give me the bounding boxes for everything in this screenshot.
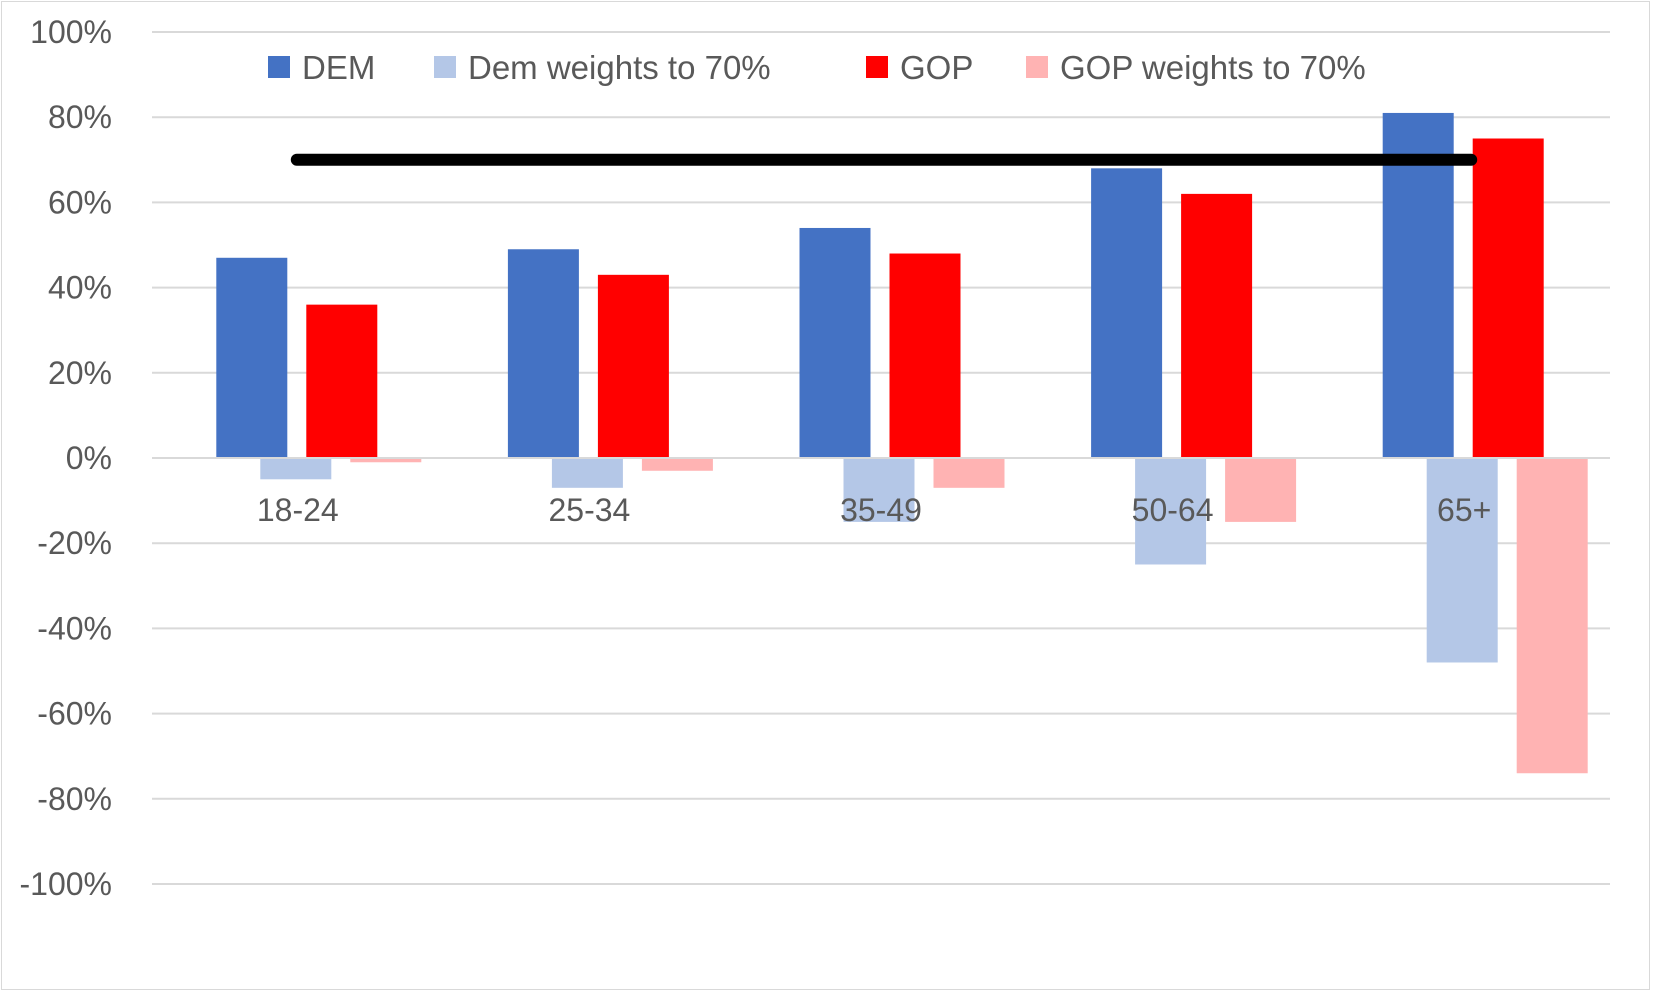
bar-gop-65+ xyxy=(1472,138,1544,458)
y-tick-label: -20% xyxy=(37,525,112,561)
bar-gop-50-64 xyxy=(1181,193,1253,458)
category-label: 18-24 xyxy=(257,492,339,528)
bar-dem-25-34 xyxy=(507,249,579,458)
gridlines xyxy=(152,31,1610,885)
y-tick-label: 40% xyxy=(48,270,112,306)
y-tick-label: -60% xyxy=(37,696,112,732)
y-tick-label: -80% xyxy=(37,781,112,817)
legend-label: GOP weights to 70% xyxy=(1060,49,1366,86)
bar-gop-18-24 xyxy=(306,304,378,458)
bar-gop-25-34 xyxy=(597,274,669,458)
y-tick-label: 20% xyxy=(48,355,112,391)
bar-dem-weights-to-70--35-49 xyxy=(843,458,915,522)
category-label: 50-64 xyxy=(1132,492,1214,528)
category-label: 65+ xyxy=(1437,492,1491,528)
bar-gop-weights-to-70--25-34 xyxy=(641,458,713,471)
bar-gop-weights-to-70--18-24 xyxy=(350,458,422,463)
bar-gop-35-49 xyxy=(889,253,961,458)
bar-dem-35-49 xyxy=(799,227,871,458)
bar-gop-weights-to-70--50-64 xyxy=(1225,458,1297,522)
legend: DEM Dem weights to 70% GOP GOP weights to 7… xyxy=(268,49,1366,86)
legend-label: GOP xyxy=(900,49,973,86)
legend-label: DEM xyxy=(302,49,375,86)
y-tick-label: 60% xyxy=(48,184,112,220)
bar-dem-18-24 xyxy=(216,257,288,458)
category-label: 35-49 xyxy=(840,492,922,528)
bar-dem-weights-to-70--18-24 xyxy=(260,458,332,480)
y-tick-label: -100% xyxy=(20,866,113,902)
legend-label: Dem weights to 70% xyxy=(468,49,771,86)
y-tick-label: 80% xyxy=(48,99,112,135)
bar-dem-weights-to-70--25-34 xyxy=(551,458,623,488)
bar-dem-weights-to-70--50-64 xyxy=(1135,458,1207,565)
y-axis-tick-labels: 100% 80% 60% 40% 20% 0% -20% -40% -60% -80% -100% xyxy=(20,14,113,902)
bar-gop-weights-to-70--35-49 xyxy=(933,458,1005,488)
bar-gop-weights-to-70--65+ xyxy=(1516,458,1588,774)
bar-dem-weights-to-70--65+ xyxy=(1426,458,1498,663)
y-tick-label: 0% xyxy=(66,440,112,476)
y-tick-label: -40% xyxy=(37,610,112,646)
bar-dem-65+ xyxy=(1382,112,1454,458)
legend-swatch xyxy=(268,56,290,78)
legend-swatch xyxy=(434,56,456,78)
category-labels: 18-24 25-34 35-49 50-64 65+ xyxy=(257,492,1491,528)
legend-swatch xyxy=(1026,56,1048,78)
bar-dem-50-64 xyxy=(1091,168,1163,458)
y-tick-label: 100% xyxy=(30,14,112,50)
bars xyxy=(216,112,1588,774)
legend-swatch xyxy=(866,56,888,78)
category-label: 25-34 xyxy=(548,492,630,528)
